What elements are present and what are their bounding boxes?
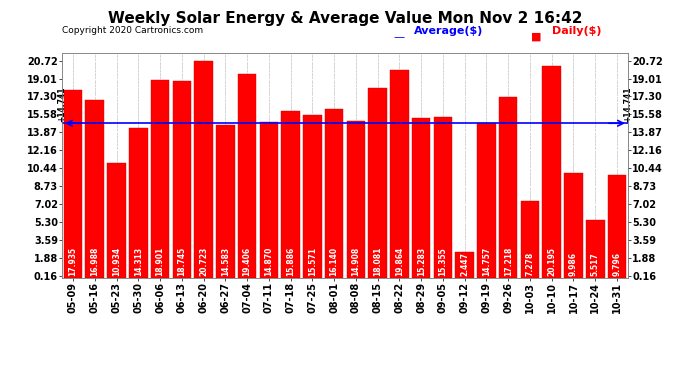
Bar: [303, 114, 322, 278]
Text: 2.447: 2.447: [460, 252, 469, 276]
Text: 20.723: 20.723: [199, 247, 208, 276]
Bar: [412, 117, 431, 278]
Text: 18.901: 18.901: [155, 247, 164, 276]
Text: 18.745: 18.745: [177, 247, 186, 276]
Bar: [608, 175, 627, 278]
Text: Weekly Solar Energy & Average Value Mon Nov 2 16:42: Weekly Solar Energy & Average Value Mon …: [108, 11, 582, 26]
Bar: [86, 100, 104, 278]
Bar: [195, 61, 213, 278]
Bar: [542, 66, 561, 278]
Bar: [216, 125, 235, 278]
Text: ■: ■: [531, 32, 542, 42]
Bar: [325, 109, 344, 278]
Bar: [390, 70, 408, 278]
Bar: [564, 173, 583, 278]
Bar: [455, 252, 474, 278]
Text: 10.934: 10.934: [112, 247, 121, 276]
Bar: [129, 128, 148, 278]
Bar: [368, 88, 387, 278]
Text: 18.081: 18.081: [373, 246, 382, 276]
Text: 15.283: 15.283: [417, 247, 426, 276]
Text: 17.218: 17.218: [504, 246, 513, 276]
Text: 19.864: 19.864: [395, 247, 404, 276]
Bar: [346, 122, 365, 278]
Text: 14.870: 14.870: [264, 246, 273, 276]
Text: 9.796: 9.796: [613, 252, 622, 276]
Text: —: —: [393, 32, 404, 42]
Bar: [477, 123, 495, 278]
Bar: [259, 122, 278, 278]
Bar: [521, 201, 539, 278]
Bar: [151, 80, 169, 278]
Text: 14.908: 14.908: [351, 247, 360, 276]
Text: Daily($): Daily($): [552, 26, 602, 36]
Text: 19.406: 19.406: [243, 247, 252, 276]
Text: 20.195: 20.195: [547, 247, 556, 276]
Bar: [63, 90, 82, 278]
Bar: [172, 81, 191, 278]
Text: 16.140: 16.140: [330, 247, 339, 276]
Text: Average($): Average($): [414, 26, 484, 36]
Bar: [434, 117, 452, 278]
Text: 14.313: 14.313: [134, 247, 143, 276]
Text: 5.517: 5.517: [591, 252, 600, 276]
Text: 16.988: 16.988: [90, 246, 99, 276]
Text: +14.741: +14.741: [57, 86, 67, 122]
Text: 15.355: 15.355: [438, 247, 447, 276]
Text: 7.278: 7.278: [526, 252, 535, 276]
Text: 15.571: 15.571: [308, 247, 317, 276]
Bar: [282, 111, 300, 278]
Text: Copyright 2020 Cartronics.com: Copyright 2020 Cartronics.com: [62, 26, 204, 35]
Text: 17.935: 17.935: [68, 247, 77, 276]
Text: 14.757: 14.757: [482, 247, 491, 276]
Text: 15.886: 15.886: [286, 247, 295, 276]
Text: 14.583: 14.583: [221, 247, 230, 276]
Bar: [107, 163, 126, 278]
Bar: [586, 220, 604, 278]
Bar: [238, 74, 256, 278]
Text: 9.986: 9.986: [569, 252, 578, 276]
Bar: [499, 97, 518, 278]
Text: +14.741: +14.741: [623, 86, 633, 122]
